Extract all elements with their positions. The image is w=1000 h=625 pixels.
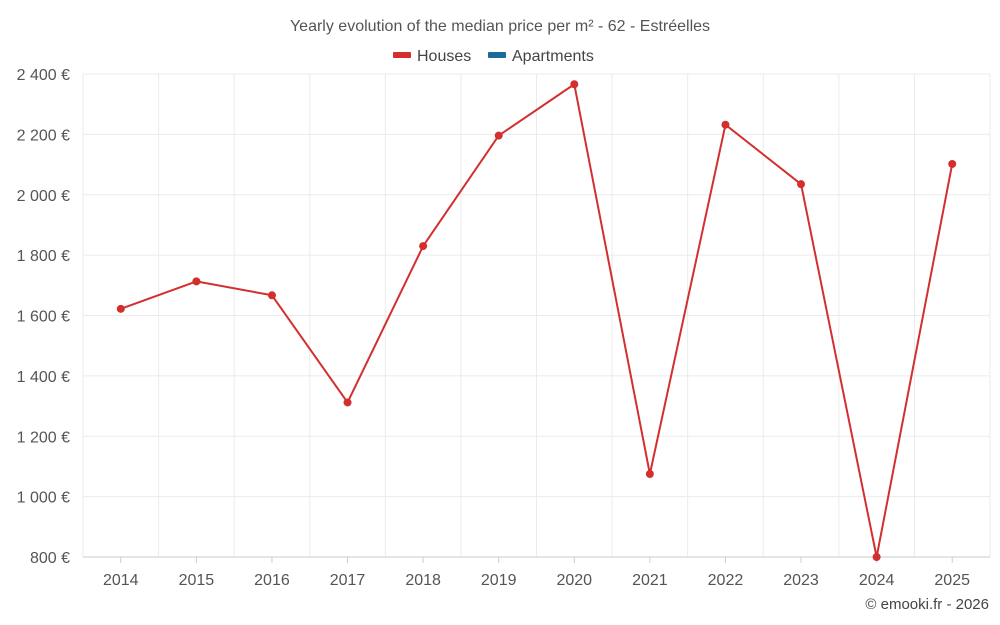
y-tick-label: 2 200 €: [17, 127, 70, 144]
legend: Houses Apartments: [393, 48, 594, 65]
x-tick-label: 2020: [556, 572, 592, 589]
x-axis-ticks: 2014 2015 2016 2017 2018 2019 2020 2021 2022 2023…: [103, 557, 970, 589]
data-point[interactable]: [343, 398, 352, 407]
data-point[interactable]: [570, 80, 579, 89]
legend-label-houses: Houses: [417, 48, 471, 65]
data-point[interactable]: [494, 131, 503, 140]
y-tick-label: 1 200 €: [17, 429, 70, 446]
legend-item-houses[interactable]: Houses: [393, 48, 471, 65]
legend-item-apartments[interactable]: Apartments: [488, 48, 594, 65]
y-tick-label: 1 600 €: [17, 309, 70, 326]
y-tick-label: 2 000 €: [17, 188, 70, 205]
x-tick-label: 2022: [708, 572, 744, 589]
data-point[interactable]: [645, 469, 654, 478]
data-point[interactable]: [948, 159, 957, 168]
data-point[interactable]: [419, 242, 428, 251]
data-point[interactable]: [721, 120, 730, 129]
data-point[interactable]: [797, 180, 806, 189]
y-tick-label: 800 €: [30, 550, 70, 567]
x-tick-label: 2021: [632, 572, 668, 589]
x-tick-label: 2024: [859, 572, 895, 589]
legend-label-apartments: Apartments: [512, 48, 594, 65]
x-tick-label: 2015: [179, 572, 215, 589]
x-tick-label: 2018: [405, 572, 441, 589]
x-tick-label: 2014: [103, 572, 139, 589]
y-axis-ticks: 800 € 1 000 € 1 200 € 1 400 € 1 600 € 1 800 €…: [17, 67, 70, 567]
legend-swatch-houses: [393, 52, 411, 58]
y-tick-label: 1 000 €: [17, 490, 70, 507]
data-point[interactable]: [192, 277, 201, 286]
grid: [82, 73, 991, 557]
x-tick-label: 2017: [330, 572, 366, 589]
legend-swatch-apartments: [488, 52, 506, 58]
chart-title: Yearly evolution of the median price per…: [290, 18, 710, 35]
data-point[interactable]: [116, 304, 125, 313]
series-houses: [116, 80, 957, 561]
y-tick-label: 2 400 €: [17, 67, 70, 84]
data-point[interactable]: [267, 291, 276, 300]
data-point[interactable]: [872, 553, 881, 561]
x-tick-label: 2023: [783, 572, 819, 589]
x-tick-label: 2019: [481, 572, 517, 589]
series-line-houses: [120, 83, 954, 558]
y-tick-label: 1 800 €: [17, 248, 70, 265]
y-tick-label: 1 400 €: [17, 369, 70, 386]
credit-text: © emooki.fr - 2026: [865, 596, 989, 613]
x-tick-label: 2016: [254, 572, 290, 589]
x-tick-label: 2025: [934, 572, 970, 589]
